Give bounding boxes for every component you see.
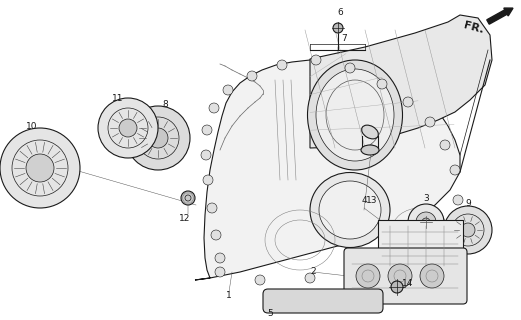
Circle shape [119, 119, 137, 137]
Polygon shape [310, 15, 492, 148]
Circle shape [209, 103, 219, 113]
Text: 10: 10 [26, 122, 38, 131]
Circle shape [345, 63, 355, 73]
Circle shape [440, 140, 450, 150]
Circle shape [388, 264, 412, 288]
Text: 4: 4 [361, 196, 367, 204]
Ellipse shape [307, 60, 403, 170]
Ellipse shape [316, 69, 394, 161]
Ellipse shape [310, 172, 390, 247]
Text: 5: 5 [267, 309, 273, 318]
Circle shape [148, 128, 168, 148]
Text: 3: 3 [423, 194, 429, 203]
Circle shape [0, 128, 80, 208]
Circle shape [202, 125, 212, 135]
Bar [378, 220, 463, 272]
Circle shape [126, 106, 190, 170]
FancyBboxPatch shape [263, 289, 383, 313]
Circle shape [422, 218, 430, 226]
Circle shape [405, 245, 415, 255]
Circle shape [461, 223, 475, 237]
Circle shape [207, 203, 217, 213]
Circle shape [203, 175, 213, 185]
Circle shape [311, 55, 321, 65]
Ellipse shape [361, 145, 379, 155]
Ellipse shape [362, 125, 378, 139]
Circle shape [440, 221, 450, 231]
Circle shape [333, 23, 343, 33]
Circle shape [181, 191, 195, 205]
Polygon shape [195, 59, 460, 280]
Circle shape [26, 154, 54, 182]
Text: FR.: FR. [463, 20, 485, 36]
Text: 9: 9 [465, 198, 471, 207]
Text: 8: 8 [162, 100, 168, 108]
Ellipse shape [319, 181, 381, 239]
Circle shape [277, 60, 287, 70]
Text: 12: 12 [179, 213, 191, 222]
Circle shape [215, 253, 225, 263]
Circle shape [420, 264, 444, 288]
Text: 2: 2 [310, 268, 316, 276]
FancyBboxPatch shape [344, 248, 467, 304]
Circle shape [391, 281, 403, 293]
Circle shape [416, 212, 436, 232]
Circle shape [255, 275, 265, 285]
Circle shape [247, 71, 257, 81]
Circle shape [305, 273, 315, 283]
Text: 1: 1 [226, 291, 232, 300]
Circle shape [211, 230, 221, 240]
Circle shape [215, 267, 225, 277]
Text: 7: 7 [341, 34, 347, 43]
Circle shape [408, 204, 444, 240]
Circle shape [377, 79, 387, 89]
Circle shape [360, 263, 370, 273]
Circle shape [356, 264, 380, 288]
Circle shape [425, 117, 435, 127]
Text: 13: 13 [366, 196, 378, 204]
Circle shape [453, 195, 463, 205]
Circle shape [450, 165, 460, 175]
Circle shape [223, 85, 233, 95]
FancyArrow shape [487, 8, 513, 24]
Circle shape [98, 98, 158, 158]
Circle shape [444, 206, 492, 254]
Text: 14: 14 [402, 279, 414, 289]
Text: 6: 6 [337, 7, 343, 17]
Text: 11: 11 [112, 93, 124, 102]
Circle shape [403, 97, 413, 107]
Circle shape [201, 150, 211, 160]
